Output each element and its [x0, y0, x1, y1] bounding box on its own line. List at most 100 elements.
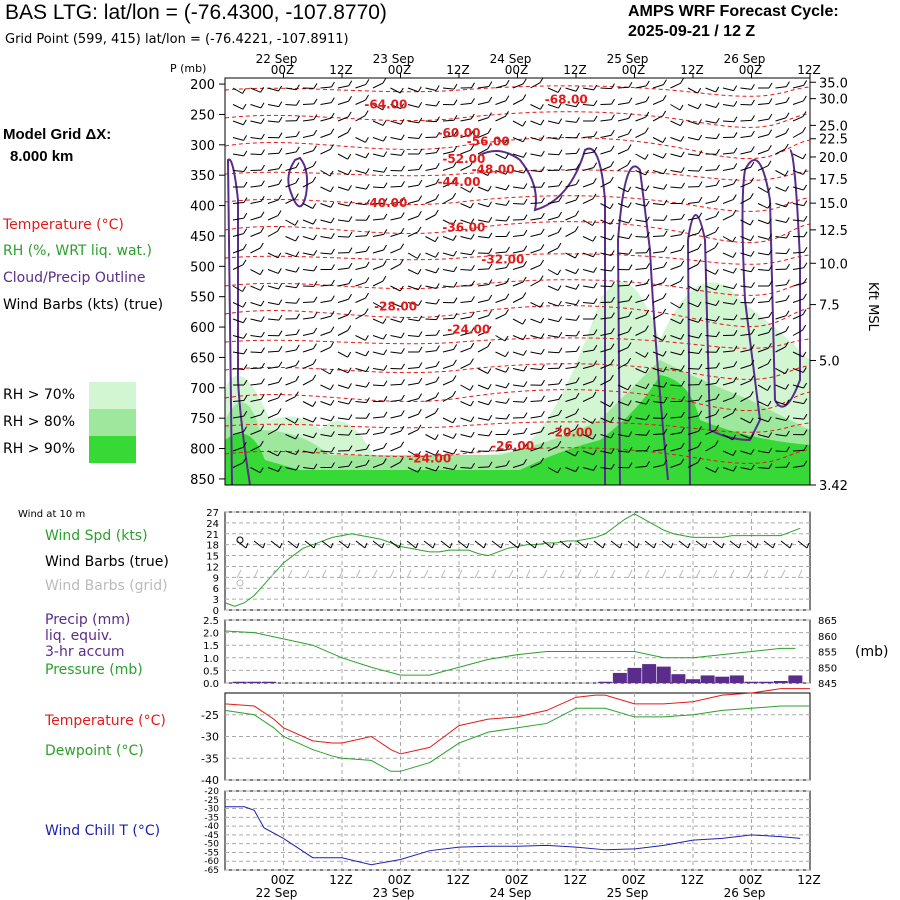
wind-barb-staff — [250, 269, 261, 276]
wind-barb-flag — [697, 87, 702, 94]
isotherm-line — [225, 253, 810, 265]
wind-barb-staff — [460, 467, 472, 469]
wind-barb-flag — [644, 154, 649, 160]
wind-barb-flag — [348, 460, 353, 467]
wind-barb-flag — [400, 134, 405, 141]
wind-barb-staff — [757, 165, 769, 171]
wind-barb-flag — [663, 215, 668, 221]
wind-barb-flag — [592, 251, 597, 258]
wind-barb-flag — [768, 234, 773, 240]
wind-barb-flag — [575, 85, 580, 92]
wind-barb-staff — [250, 200, 262, 204]
wind-barb-staff — [337, 401, 349, 405]
wind-barb-staff — [355, 313, 366, 320]
wind-barb-staff — [635, 330, 646, 336]
wind-barb-staff — [302, 301, 315, 303]
wind-barb-flag — [452, 192, 457, 199]
wind-barb-staff — [460, 450, 472, 454]
wind-y-label: 6 — [213, 584, 219, 595]
isotherm-line — [225, 421, 810, 433]
wind-barb-flag — [399, 259, 404, 265]
wind-barb-staff — [687, 446, 699, 452]
wind-barb-staff — [565, 302, 577, 306]
wind-barb-flag — [366, 428, 370, 434]
wind-barb-flag — [330, 431, 335, 437]
wind-barb-flag — [453, 83, 458, 90]
wind-barb-staff — [652, 351, 664, 357]
wind-barb-staff — [600, 203, 611, 210]
wind-barb-staff — [811, 402, 822, 403]
wind-barb-flag — [453, 130, 458, 137]
legend-wind-barbs: Wind Barbs (kts) (true) — [3, 297, 164, 313]
wind-barb-staff — [705, 104, 717, 109]
wind-barb-staff — [337, 330, 349, 336]
wind-barb-staff — [460, 347, 471, 353]
wind-barb-flag — [715, 378, 720, 384]
wind-barb-staff — [425, 236, 436, 243]
wind-barb-flag — [749, 193, 754, 199]
wind-barb-true-flag — [670, 542, 674, 549]
wind-barb-staff — [372, 265, 384, 270]
wind-barb-staff — [337, 465, 349, 468]
wind-barb-flag — [487, 127, 492, 134]
x-tick-label-bottom: 00Z — [622, 873, 646, 887]
wind-barb-staff — [477, 101, 489, 105]
wind-barb-flag — [260, 133, 265, 140]
wind-barb-staff — [670, 265, 682, 270]
wind-barb-flag — [540, 150, 545, 157]
wind-barb-flag — [469, 385, 474, 391]
wind-barb-flag — [277, 194, 282, 201]
wind-barb-staff — [302, 434, 314, 439]
wind-barb-staff — [600, 348, 612, 353]
wind-calm-grid — [236, 579, 244, 587]
wind-barb-staff — [512, 99, 524, 105]
wind-barb-staff — [407, 104, 419, 108]
wind-barb-staff — [792, 186, 804, 191]
dewpoint-label: Dewpoint (°C) — [45, 743, 144, 759]
wind-barb-staff — [250, 185, 262, 188]
wind-barb-staff — [425, 252, 436, 258]
wind-barb-flag — [802, 324, 807, 331]
wind-barb-flag — [767, 385, 771, 391]
wind-barb-staff — [372, 82, 384, 89]
wind-barb-true-flag — [398, 542, 402, 549]
temp-y-label: -25 — [201, 709, 219, 722]
wind-barb-staff — [285, 467, 297, 471]
wind-barb-staff — [705, 285, 716, 291]
wind-barb-staff — [565, 199, 577, 204]
wind-barb-grid — [287, 569, 293, 579]
wind-barb-true-flag — [687, 542, 691, 549]
wind-barb-flag — [418, 179, 423, 186]
wind-barb-flag — [331, 264, 335, 270]
wind-barb-staff — [285, 198, 296, 204]
wind-barb-staff — [582, 167, 594, 171]
wind-barb-flag — [505, 382, 510, 389]
wind-barb-true-flag — [466, 542, 470, 549]
wind-barb-staff — [372, 233, 384, 237]
wind-barb-flag — [767, 416, 772, 423]
wind-barb-flag — [435, 392, 440, 398]
wind-barb-flag — [786, 461, 790, 468]
wind-barb-flag — [364, 308, 369, 314]
legend-rh80-label: RH > 80% — [3, 414, 76, 430]
wind-barb-staff — [547, 430, 559, 435]
wind-barb-flag — [506, 429, 510, 435]
wind-barb-staff — [250, 335, 262, 338]
x-date-label-top: 24 Sep — [490, 52, 532, 66]
wind-barb-flag — [400, 316, 405, 323]
wind-barb-flag — [434, 407, 439, 414]
wind-barb-flag — [592, 433, 597, 440]
wind-barb-flag — [768, 98, 773, 104]
wind-barb-flag — [383, 229, 388, 235]
wind-barb-flag — [627, 144, 632, 150]
wind-barb-staff — [530, 233, 542, 237]
wind-barb-flag — [259, 269, 264, 275]
wind-barb-staff — [355, 368, 367, 373]
wind-barb-flag — [732, 236, 737, 243]
cloud-outline-path — [616, 165, 669, 485]
wind-barb-flag — [523, 365, 528, 372]
wind-barb-flag — [785, 128, 790, 134]
wind-barb-flag — [243, 348, 248, 355]
wind-barb-flag — [611, 98, 615, 105]
wind-barb-staff — [442, 236, 454, 241]
